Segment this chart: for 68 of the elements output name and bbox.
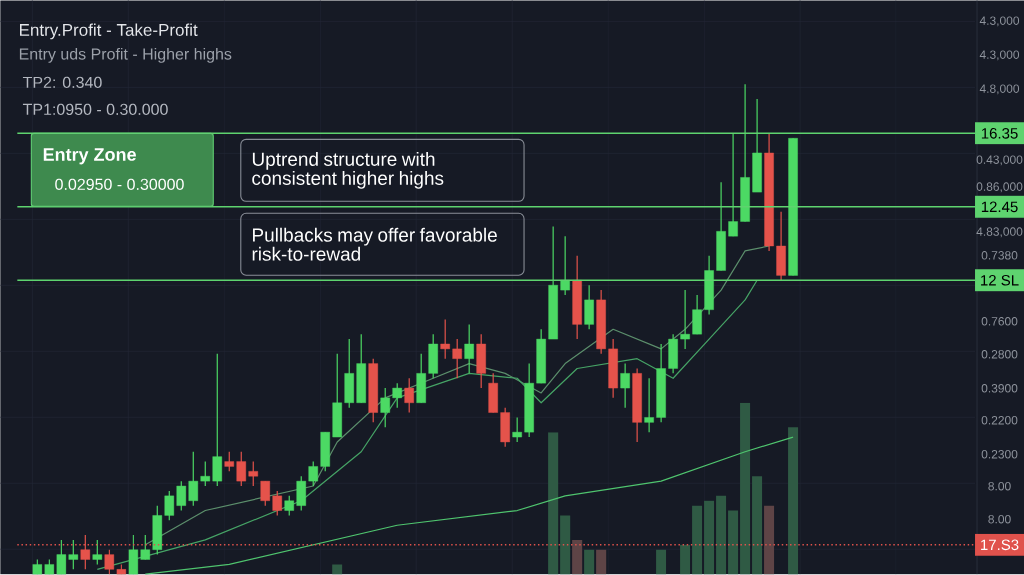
text: 0.86,000 [976,182,1023,193]
text: 0.3900 [981,384,1018,393]
candlestick [452,338,462,379]
candlestick [728,132,738,237]
bar [704,500,715,575]
bar [752,476,763,575]
candlestick [644,377,654,433]
chart-title: Entry.Profit - Take-Profit [20,23,198,40]
annotation: Pullbacks may offer favorable risk-to-rewad [252,227,497,261]
annotation: TP1:0950 - 0.30.000 [22,103,168,116]
candlestick [92,539,103,566]
candlestick [680,289,690,350]
candlestick [392,382,402,409]
text: 0.7380 [981,251,1018,260]
candlestick [404,377,414,414]
candlestick [308,461,318,487]
candlestick [260,480,271,507]
bar [332,564,343,575]
annotation: 0.02950 - 0.30000 [55,178,184,191]
candlestick [284,495,294,517]
candlestick [176,480,187,512]
bar [572,540,583,575]
bar [656,549,667,575]
bar [764,505,775,575]
bar [740,402,751,575]
text: 17.S3 [981,539,1019,551]
candlestick [560,235,570,296]
annotation: TP2: 0.340 [22,76,102,89]
candlestick [236,451,247,487]
annotation: Entry Zone [43,148,136,165]
candlestick [464,323,474,375]
text: 0.2300 [981,450,1018,459]
text: 4.8,000 [979,84,1020,95]
candlestick [68,539,79,571]
candlestick [188,451,199,507]
candlestick [56,539,67,575]
candlestick [104,549,115,575]
bar [728,510,739,575]
text: 4.83,000 [976,227,1023,238]
text: 8.00 [988,482,1011,491]
candlestick [620,363,630,409]
text: 0.7600 [981,317,1018,326]
annotation: Uptrend structure with consistent higher highs [252,152,444,189]
text: 0.43,000 [976,155,1023,166]
bar [560,515,571,575]
candlestick [224,451,235,473]
bar [692,505,703,575]
text: 16.35 [981,128,1018,139]
text: 12.45 [981,201,1018,213]
candlestick [200,461,211,487]
candlestick [248,461,259,487]
chart-subtitle: Entry uds Profit - Higher highs [19,48,232,63]
bar [680,544,691,575]
candlestick [272,490,283,517]
text: 12 SL [981,275,1019,286]
candlestick [512,416,522,443]
text: 8.00 [988,515,1011,524]
text: 4.3,000 [979,16,1020,27]
candlestick [164,490,175,522]
text: 0.2800 [981,350,1018,359]
bar [716,495,727,575]
text: 4.3,000 [979,50,1020,61]
candlestick [440,318,450,360]
text: 0.2200 [981,416,1018,425]
candlestick [380,387,390,428]
bar [596,549,607,575]
bar [584,549,595,575]
bar [548,432,559,575]
